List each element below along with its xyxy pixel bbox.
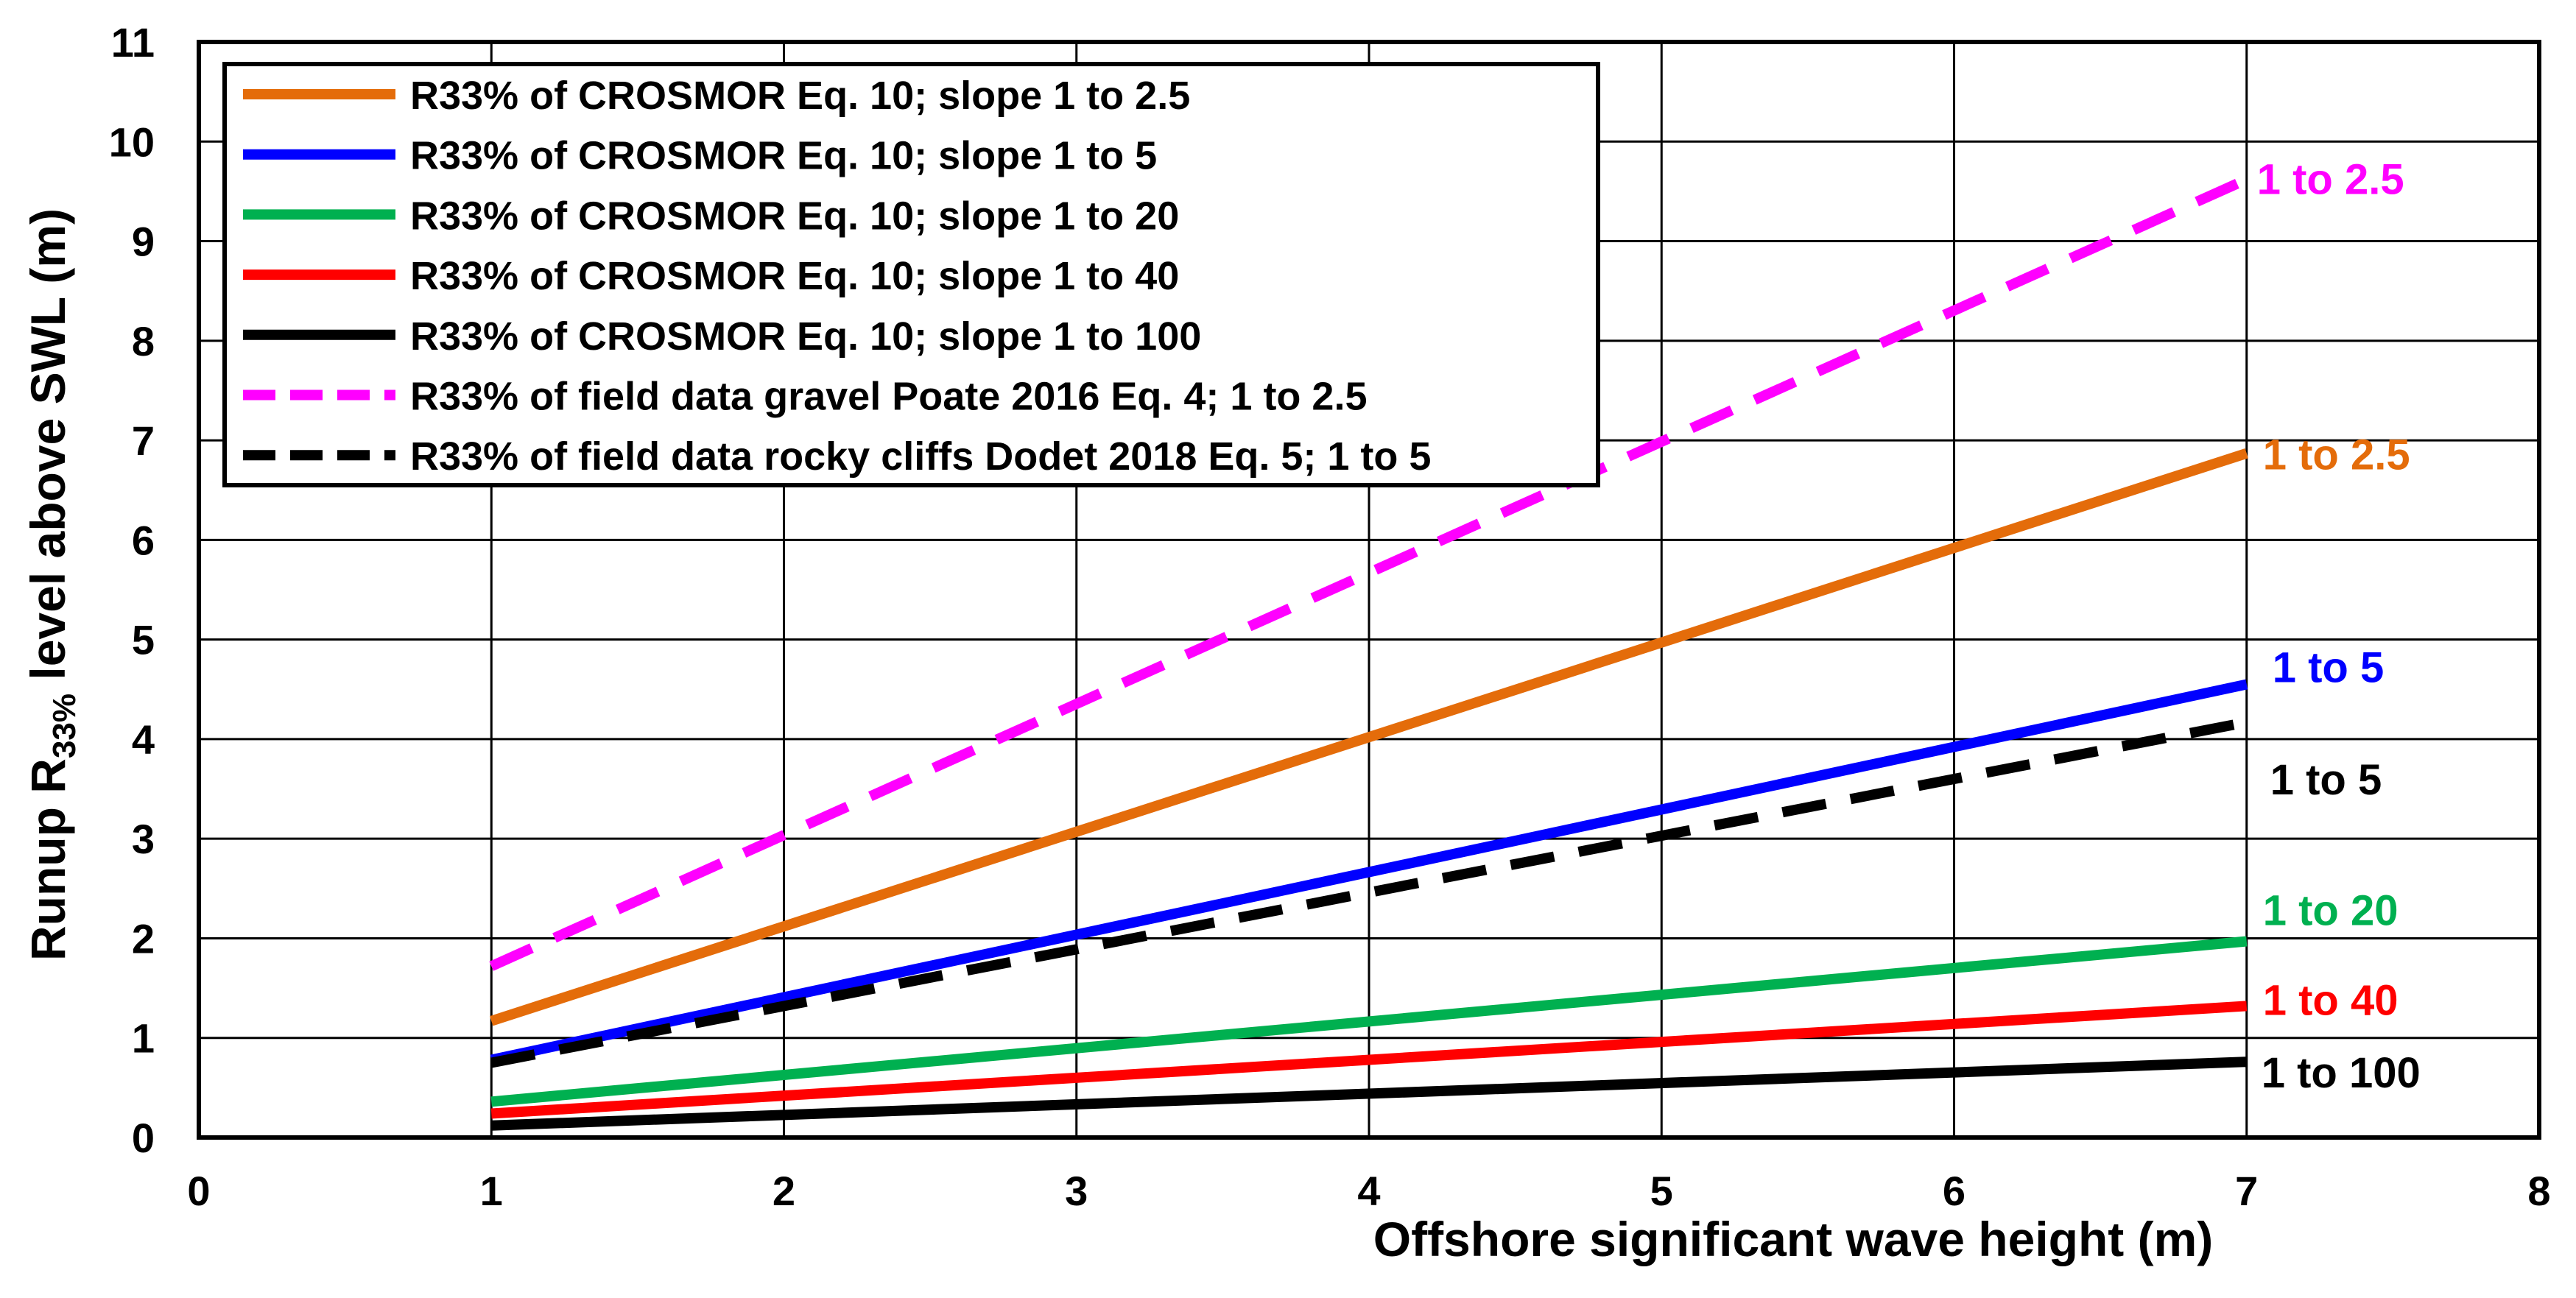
x-tick-label: 5: [1650, 1168, 1673, 1214]
x-tick-labels: 0 1 2 3 4 5 6 7 8: [187, 1168, 2550, 1214]
plot-frame: [197, 40, 2541, 1140]
end-label-3: 1 to 20: [2263, 887, 2399, 935]
legend-label-1: R33% of CROSMOR Eq. 10; slope 1 to 2.5: [410, 74, 1190, 118]
x-tick-label: 6: [1943, 1168, 1966, 1214]
legend-label-5: R33% of CROSMOR Eq. 10; slope 1 to 100: [410, 314, 1201, 359]
x-tick-label: 8: [2527, 1168, 2550, 1214]
x-tick-label: 7: [2235, 1168, 2258, 1214]
y-tick-label: 6: [132, 517, 155, 563]
x-tick-label: 1: [480, 1168, 503, 1214]
x-axis-label: Offshore significant wave height (m): [1373, 1212, 2213, 1266]
y-tick-label: 5: [132, 617, 155, 663]
series-line-4: [490, 1001, 2248, 1119]
y-axis-label: Runup R33% level above SWL (m): [21, 208, 82, 961]
y-tick-label: 8: [132, 318, 155, 364]
end-label-7: 1 to 5: [2270, 756, 2382, 804]
y-tick-label: 11: [111, 19, 155, 66]
legend-label-6: R33% of field data gravel Poate 2016 Eq.…: [410, 375, 1367, 419]
legend-label-3: R33% of CROSMOR Eq. 10; slope 1 to 20: [410, 194, 1179, 238]
end-label-1: 1 to 2.5: [2263, 431, 2410, 479]
x-tick-label: 3: [1065, 1168, 1088, 1214]
y-tick-label: 7: [132, 417, 155, 464]
x-tick-label: 4: [1357, 1168, 1380, 1214]
legend-label-4: R33% of CROSMOR Eq. 10; slope 1 to 40: [410, 254, 1179, 298]
series-line-6: [489, 174, 2249, 971]
y-tick-label: 9: [132, 219, 155, 265]
legend-label-7: R33% of field data rocky cliffs Dodet 20…: [410, 434, 1431, 479]
legend-box: [222, 62, 1600, 487]
x-tick-label: 0: [187, 1168, 210, 1214]
y-tick-label: 2: [132, 915, 155, 962]
y-tick-label: 3: [132, 816, 155, 862]
series-line-5: [490, 1057, 2248, 1131]
x-tick-label: 2: [773, 1168, 795, 1214]
y-axis-label-suffix: level above SWL (m): [21, 208, 75, 694]
y-tick-labels: 0 1 2 3 4 5 6 7 8 9 10 11: [109, 19, 155, 1161]
y-axis-label-subscript: 33%: [46, 694, 82, 758]
legend: R33% of CROSMOR Eq. 10; slope 1 to 2.5 R3…: [222, 62, 1600, 487]
end-labels: 1 to 2.5 1 to 5 1 to 20 1 to 40 1 to 100 1 to…: [2257, 156, 2421, 1098]
series-line-2: [490, 679, 2248, 1065]
series-line-7: [490, 717, 2248, 1068]
series-lines: [489, 174, 2249, 1131]
end-label-2: 1 to 5: [2273, 644, 2385, 692]
series-line-1: [490, 448, 2248, 1026]
y-axis-label-prefix: Runup R: [21, 758, 75, 961]
y-tick-label: 10: [109, 119, 155, 165]
end-label-6: 1 to 2.5: [2257, 156, 2404, 204]
end-label-4: 1 to 40: [2263, 976, 2399, 1024]
legend-label-2: R33% of CROSMOR Eq. 10; slope 1 to 5: [410, 134, 1157, 178]
series-line-3: [490, 936, 2248, 1107]
end-label-5: 1 to 100: [2262, 1049, 2421, 1097]
y-tick-label: 4: [132, 716, 155, 763]
y-tick-label: 0: [132, 1115, 155, 1161]
y-tick-label: 1: [132, 1015, 155, 1062]
